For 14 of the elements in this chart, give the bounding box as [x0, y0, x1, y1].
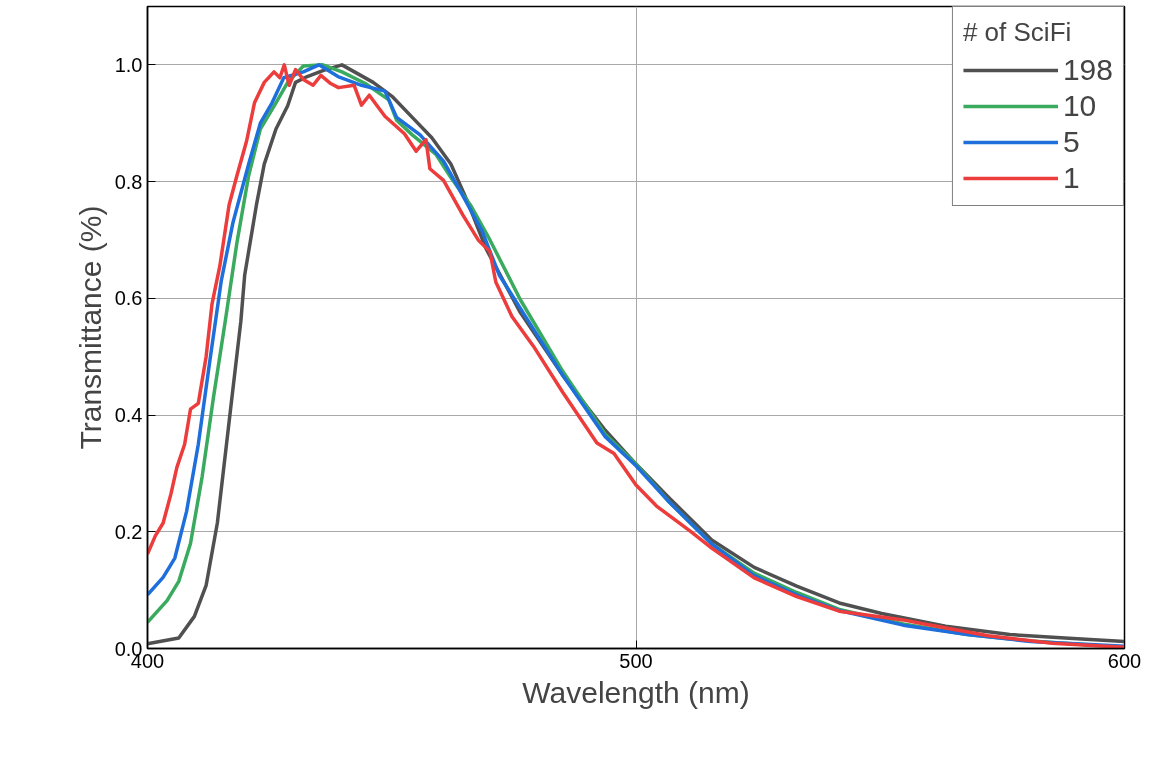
legend-label: 198: [1062, 53, 1113, 87]
legend-label: 10: [1062, 89, 1097, 123]
y-tick-label: 0.6: [114, 287, 143, 310]
x-axis-title: Wavelength (nm): [522, 675, 750, 709]
x-tick-label: 500: [619, 649, 653, 672]
y-tick-label: 1.0: [114, 53, 143, 76]
y-tick-label: 0.2: [114, 520, 143, 543]
y-tick-label: 0.4: [114, 404, 143, 427]
y-axis-title: Transmittance (%): [73, 205, 107, 450]
legend-label: 5: [1062, 125, 1081, 159]
legend-title: # of SciFi: [962, 17, 1073, 48]
x-tick-label: 600: [1107, 649, 1142, 672]
y-tick-label: 0.8: [114, 170, 143, 193]
legend-label: 1: [1062, 161, 1081, 195]
